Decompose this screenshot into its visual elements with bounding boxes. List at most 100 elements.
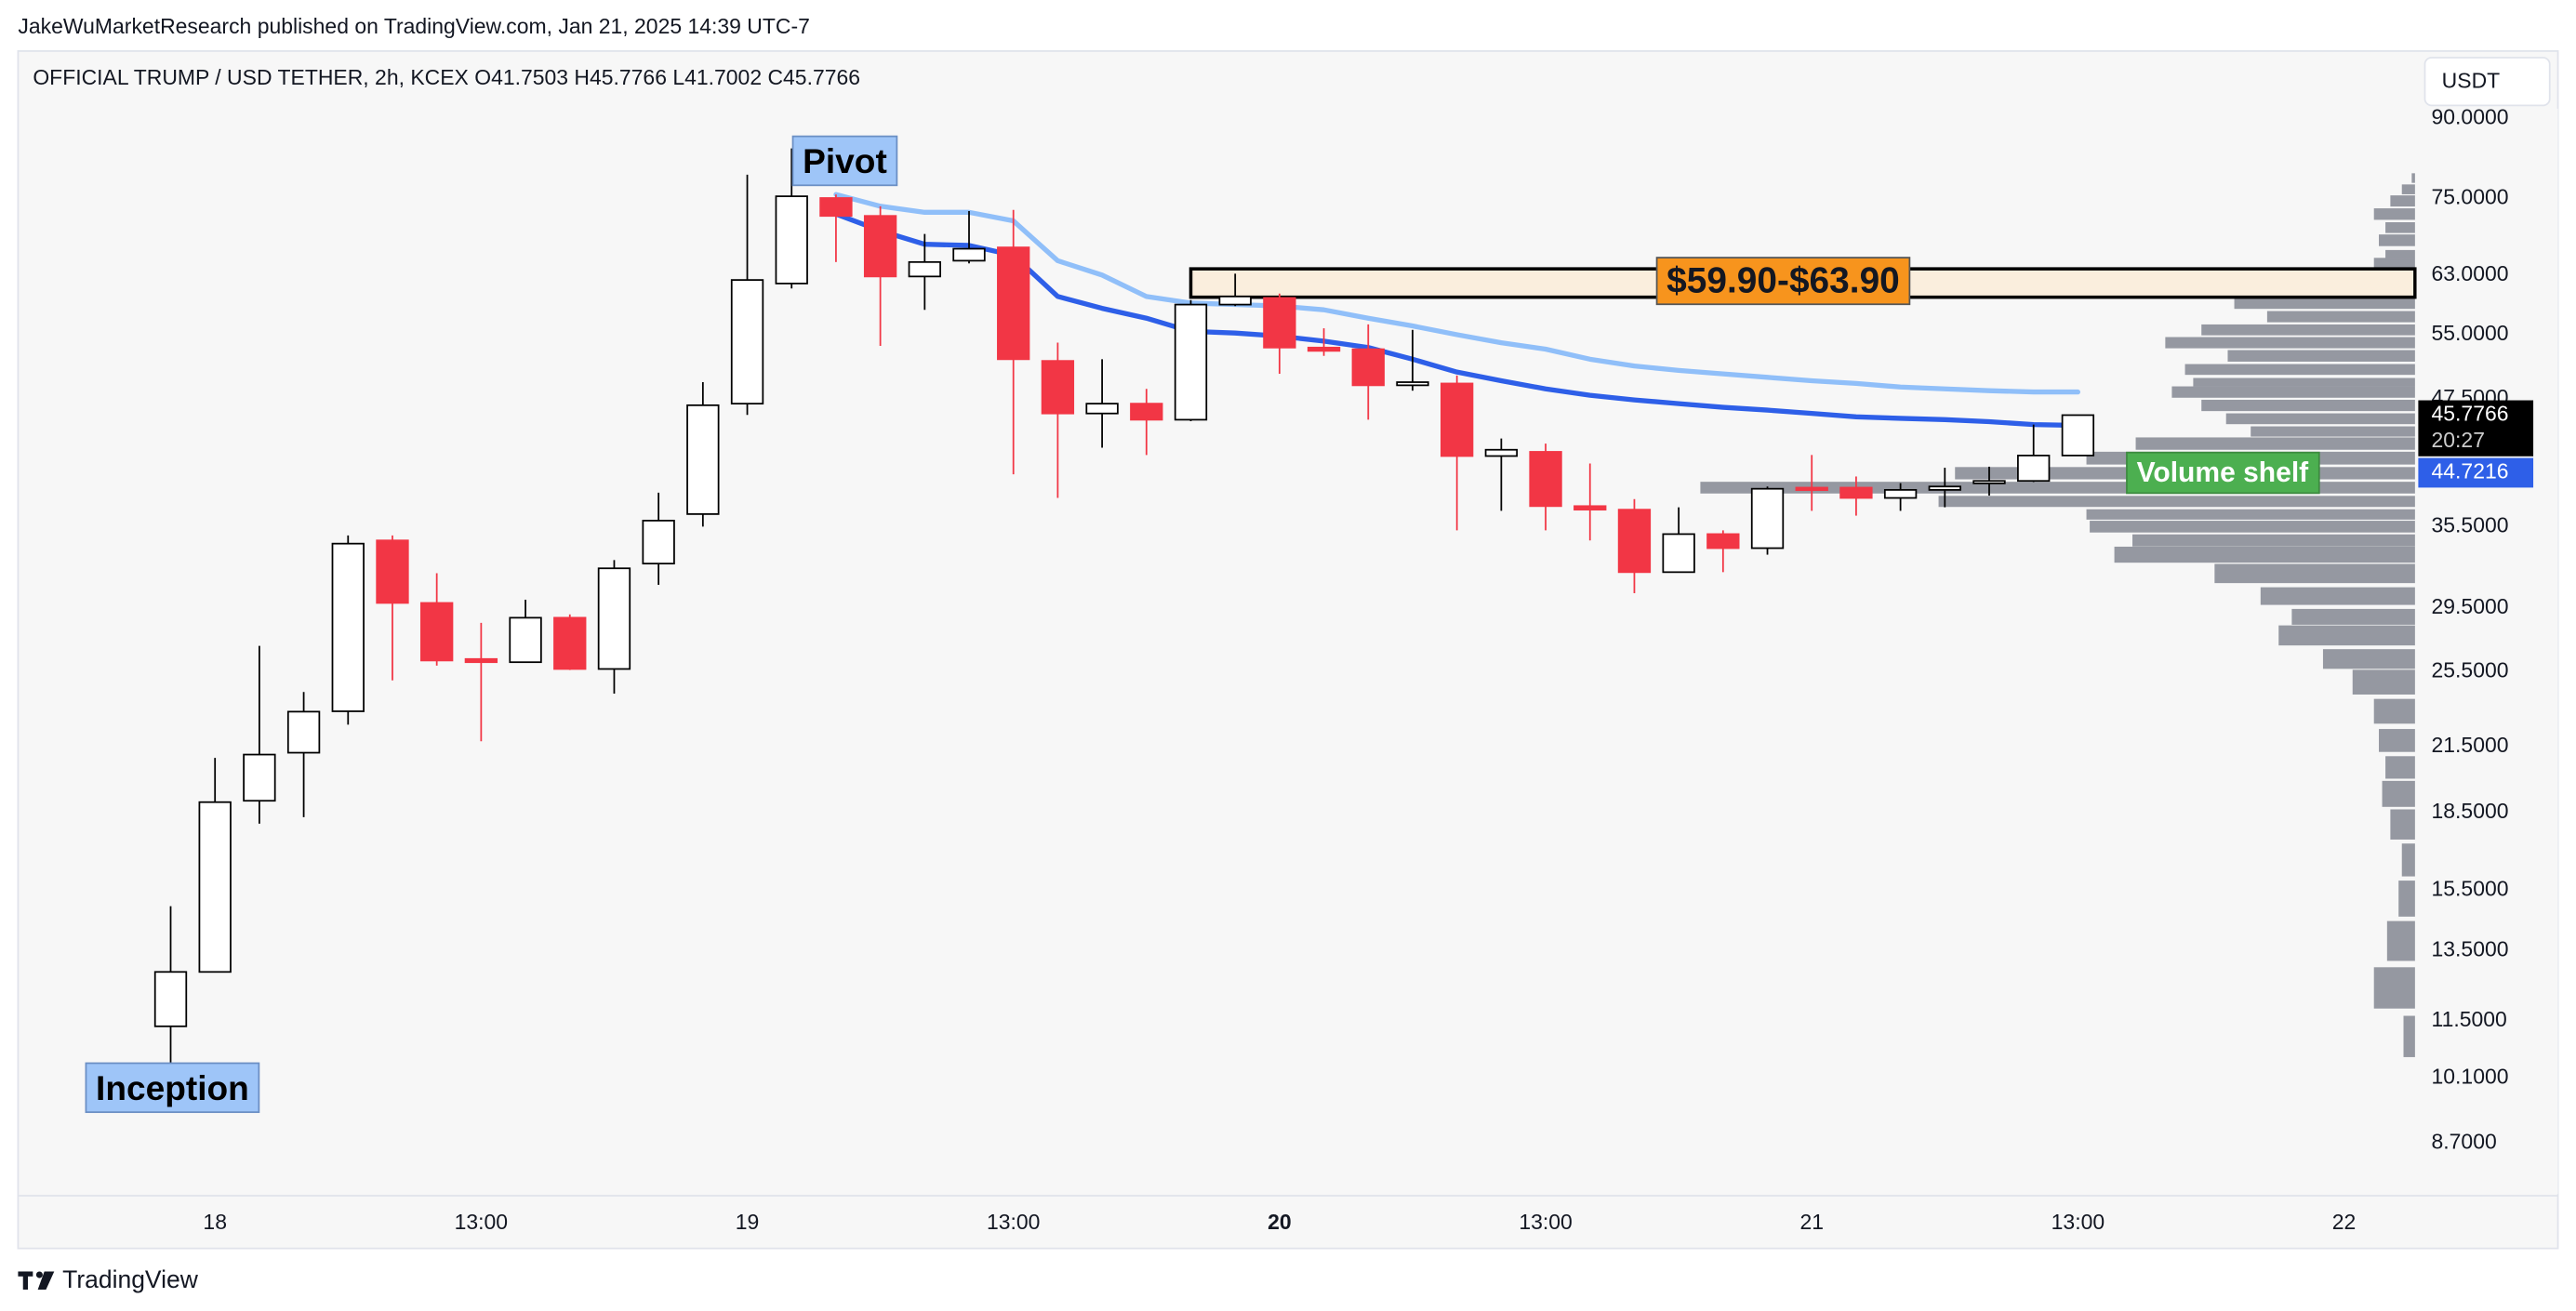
candle-body [1972, 480, 2006, 484]
candle-body [1617, 509, 1652, 574]
currency-button[interactable] [2423, 57, 2551, 107]
volume-profile-bar [2373, 967, 2415, 1009]
y-tick-label: 10.1000 [2432, 1064, 2509, 1088]
candle-body [730, 279, 764, 405]
volume-profile-bar [2114, 546, 2415, 563]
candle-body [286, 710, 321, 754]
zone-label-box [1655, 257, 1911, 306]
currency-button-label[interactable]: USDT [2442, 69, 2500, 93]
x-tick-label: 13:00 [455, 1210, 508, 1234]
moving-average-line [833, 211, 2081, 429]
volume-profile-bar [2385, 756, 2415, 779]
volume-profile-bar [2322, 649, 2415, 669]
candle-body [1174, 303, 1208, 421]
candle-body [1440, 382, 1474, 457]
annotation-box [85, 1062, 260, 1114]
x-tick-label: 18 [203, 1210, 227, 1234]
candle-body [597, 567, 631, 670]
y-tick-label: 25.5000 [2432, 657, 2509, 682]
annotation-label: Inception [96, 1068, 249, 1107]
volume-profile-bar [2132, 534, 2415, 547]
volume-profile-bar [2379, 729, 2415, 752]
candle-body [1928, 485, 1961, 491]
volume-profile-bar [2401, 184, 2415, 194]
y-tick-label: 75.0000 [2432, 185, 2509, 209]
candle-body [1351, 348, 1385, 387]
candle-body [1883, 489, 1918, 499]
candle-body [1041, 360, 1075, 415]
x-tick-label: 13:00 [2052, 1210, 2105, 1234]
candle-body [553, 616, 587, 670]
volume-profile-bar [2171, 386, 2415, 398]
volume-profile-bar [2373, 698, 2415, 724]
y-tick-label: 21.5000 [2432, 733, 2509, 757]
price-label-box [2418, 400, 2534, 457]
zone-label: $59.90-$63.90 [1666, 261, 1900, 301]
candle-body [819, 197, 853, 218]
volume-profile-bar [2184, 364, 2415, 376]
candle-body [1750, 487, 1785, 550]
candle-body [2017, 455, 2051, 483]
candle-body [1396, 381, 1429, 387]
annotation-label: Pivot [803, 141, 887, 180]
x-tick-label: 13:00 [987, 1210, 1040, 1234]
volume-profile-bar [2385, 222, 2415, 233]
chart-panel [17, 50, 2559, 1250]
volume-profile-bar [2165, 337, 2415, 349]
volume-profile-bar [2090, 521, 2415, 533]
y-tick-label: 8.7000 [2432, 1130, 2497, 1154]
candle-body [1307, 346, 1341, 352]
volume-profile-bar [2386, 920, 2415, 961]
candle-body [2061, 414, 2095, 457]
volume-profile-bar [1938, 496, 2415, 508]
y-tick-label: 29.5000 [2432, 594, 2509, 618]
candle-body [952, 247, 986, 262]
volume-profile-bar [2227, 350, 2415, 362]
candle-body [376, 539, 409, 604]
moving-average-line [833, 192, 2081, 395]
candle-body [1529, 451, 1562, 508]
y-tick-label: 35.5000 [2432, 512, 2509, 536]
annotation-box [791, 135, 898, 187]
volume-profile-bar [2291, 608, 2415, 625]
candle-body [331, 542, 365, 712]
candle-body [1839, 486, 1873, 499]
candle-body [1484, 448, 1519, 457]
brand-name: TradingView [62, 1265, 199, 1293]
x-tick-label: 22 [2332, 1210, 2357, 1234]
candle-body [1662, 533, 1695, 574]
y-tick-label: 63.0000 [2432, 261, 2509, 285]
candle-body [1130, 403, 1163, 421]
volume-profile-bar [2201, 399, 2415, 412]
volume-profile-bar [2193, 377, 2415, 387]
y-tick-label: 13.5000 [2432, 936, 2509, 960]
y-tick-label: 55.0000 [2432, 321, 2509, 345]
candle-body [997, 246, 1030, 361]
candle-body [198, 801, 232, 973]
candle-body [908, 260, 941, 278]
annotation-box [2126, 451, 2320, 495]
candle-body [1218, 295, 1252, 306]
candle-body [1085, 403, 1119, 415]
volume-profile-bar [2379, 234, 2415, 246]
candle-body [642, 520, 675, 565]
volume-profile-bar [2214, 563, 2415, 584]
volume-profile-bar [2260, 587, 2415, 605]
volume-profile-bar [2135, 437, 2415, 450]
volume-profile-bar [2278, 625, 2415, 646]
brand-logo [18, 1271, 55, 1290]
price-axis-bg [2416, 108, 2558, 1195]
x-tick-label: 19 [736, 1210, 760, 1234]
x-tick-label: 20 [1268, 1210, 1292, 1234]
candle-body [509, 616, 542, 664]
volume-profile-bar [2411, 173, 2415, 183]
candle-body [686, 404, 720, 515]
candle-body [775, 195, 808, 285]
annotation-label: Volume shelf [2137, 457, 2310, 488]
x-tick-label: 21 [1799, 1210, 1824, 1234]
volume-profile-bar [2390, 195, 2415, 207]
volume-profile-bar [2385, 249, 2415, 258]
candle-body [1263, 297, 1296, 349]
